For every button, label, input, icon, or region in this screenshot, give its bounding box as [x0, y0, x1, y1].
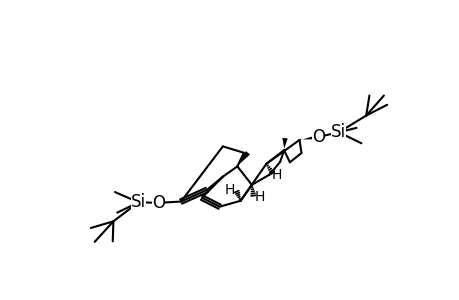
- Text: Si: Si: [131, 193, 146, 211]
- Text: H: H: [271, 168, 282, 182]
- Polygon shape: [299, 135, 319, 140]
- Text: H: H: [254, 190, 264, 204]
- Polygon shape: [236, 151, 250, 166]
- Text: O: O: [312, 128, 325, 146]
- Text: H: H: [224, 183, 235, 197]
- Text: O: O: [151, 194, 165, 212]
- Text: Si: Si: [330, 123, 346, 141]
- Polygon shape: [282, 138, 287, 150]
